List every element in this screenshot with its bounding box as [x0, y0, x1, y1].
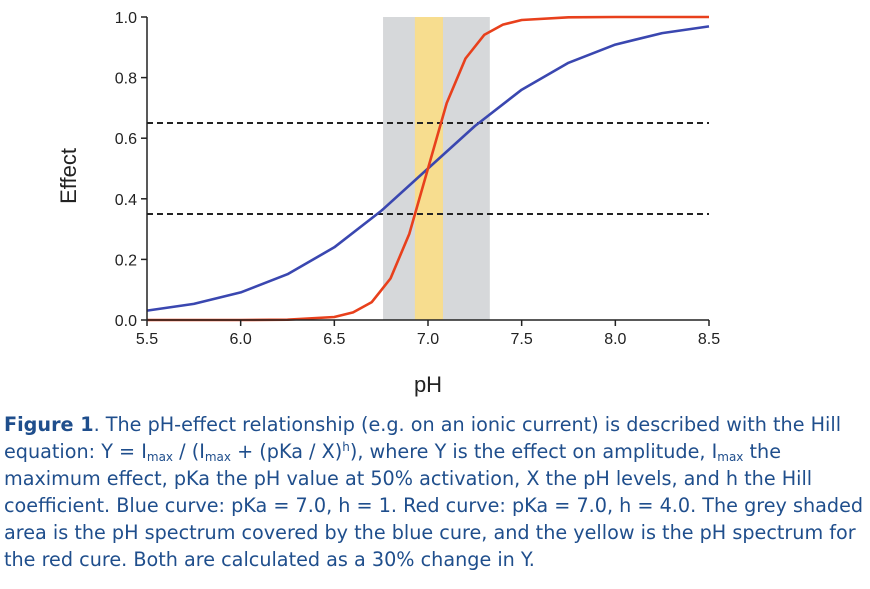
caption-subscript: max — [717, 450, 744, 464]
caption-text: / (I — [173, 440, 205, 463]
caption-subscript: max — [146, 450, 174, 464]
red-curve — [147, 15, 709, 322]
figure-caption: Figure 1. The pH-effect relationship (e.… — [4, 411, 866, 573]
ph-effect-chart: 0.00.20.40.60.81.05.5 6.0 6.5 7.0 7.5 8.0 8.5 … — [56, 10, 720, 397]
x-axis-label: pH — [414, 372, 442, 397]
caption-superscript: h — [342, 440, 350, 454]
x-tick-label: 6.0 — [230, 331, 252, 348]
y-axis-label: Effect — [56, 148, 81, 204]
reference-lines — [147, 122, 709, 215]
axes: 0.0 0.2 0.4 0.6 0.8 1.0 5.5 6.0 6.5 7.0 7.5 8.0 8.5 — [115, 10, 720, 348]
caption-subscript: max — [204, 450, 232, 464]
caption-text: . The pH-effect relationship (e.g. on an… — [4, 413, 842, 463]
y-tick-label: 0.8 — [115, 71, 137, 88]
x-tick-label: 5.5 — [136, 331, 158, 348]
y-tick-label: 0.6 — [115, 131, 137, 148]
y-tick-label: 0.0 — [115, 313, 137, 330]
x-tick-label: 7.0 — [417, 331, 439, 348]
caption-text: ), where Y is the effect on amplitude, I — [349, 440, 718, 463]
y-tick-label: 1.0 — [115, 10, 137, 27]
caption-text: the maximum effect, pKa the pH value at … — [4, 440, 864, 571]
caption-label: Figure 1 — [4, 413, 94, 436]
x-tick-label: 8.0 — [604, 331, 626, 348]
series-lines — [146, 15, 710, 322]
y-tick-label: 0.4 — [115, 192, 137, 209]
x-tick-label: 6.5 — [323, 331, 345, 348]
x-tick-label: 8.5 — [698, 331, 720, 348]
caption-text: + (pKa / X) — [231, 440, 343, 463]
x-tick-label: 7.5 — [511, 331, 533, 348]
y-tick-label: 0.2 — [115, 252, 137, 269]
shaded-regions — [383, 17, 490, 320]
